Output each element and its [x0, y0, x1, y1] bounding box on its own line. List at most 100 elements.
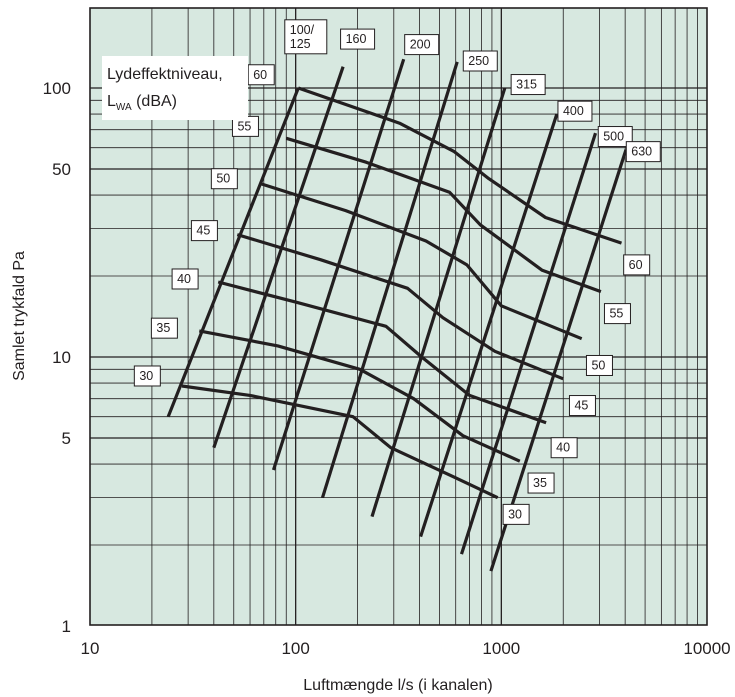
duct-label-200-box — [404, 34, 440, 56]
sound-lines — [181, 86, 623, 500]
sound-line-40 — [217, 280, 547, 425]
legend-sub: WA — [116, 102, 132, 113]
y-tick-label: 1 — [62, 617, 71, 636]
sound-label-left-45: 45 — [190, 220, 218, 242]
duct-line-250 — [320, 61, 459, 499]
duct-line-500 — [459, 132, 598, 555]
y-tick-label: 50 — [52, 160, 71, 179]
sound-label-right-35-box — [527, 472, 555, 494]
duct-label-400-box — [557, 100, 593, 122]
duct-label-100125: 100/125 — [284, 19, 328, 55]
legend-line1: Lydeffektniveau, — [107, 66, 223, 83]
y-tick-label: 100 — [43, 79, 71, 98]
sound-label-left-50-text: 50 — [216, 172, 230, 186]
sound-label-right-40-box — [550, 437, 578, 459]
sound-line-60 — [297, 86, 623, 245]
sound-label-right-45-box — [568, 395, 596, 417]
duct-label-250: 250 — [462, 50, 498, 72]
sound-label-right-30: 30 — [502, 503, 530, 525]
legend-l: L — [107, 93, 116, 110]
duct-line-315 — [370, 87, 507, 518]
sound-label-right-30-text: 30 — [508, 507, 522, 521]
sound-label-right-45: 45 — [568, 395, 596, 417]
duct-label-200: 200 — [404, 34, 440, 56]
sound-label-right-50: 50 — [585, 354, 613, 376]
legend: Lydeffektniveau, LWA (dBA) — [102, 56, 248, 120]
legend-box — [102, 56, 248, 120]
sound-label-left-30-box — [133, 365, 161, 387]
sound-line-45 — [236, 233, 564, 381]
duct-label-630: 630 — [625, 141, 661, 163]
sound-line-50 — [260, 182, 583, 341]
duct-label-315: 315 — [510, 74, 546, 96]
sound-label-right-40-text: 40 — [556, 441, 570, 455]
legend-line2: LWA (dBA) — [107, 93, 177, 113]
sound-label-right-50-text: 50 — [591, 358, 605, 372]
duct-label-160-box — [340, 28, 376, 50]
duct-label-630-text: 630 — [631, 145, 652, 159]
sound-label-left-40: 40 — [171, 268, 199, 290]
duct-line-100125 — [166, 87, 300, 418]
line-labels: 100/125 160 200 250 315 400 500 630 60 55 50 45 40 35… — [133, 19, 661, 525]
duct-line-160 — [212, 66, 345, 449]
duct-label-630-box — [625, 141, 661, 163]
sound-label-left-60: 60 — [247, 64, 275, 86]
sound-label-right-60-text: 60 — [629, 258, 643, 272]
sound-label-right-35-text: 35 — [533, 476, 547, 490]
x-tick-label: 100 — [281, 639, 309, 658]
sound-label-left-60-box — [247, 64, 275, 86]
sound-line-35 — [199, 329, 521, 463]
sound-line-55 — [285, 136, 602, 294]
ticks: 10 100 1000 10000 1 5 10 50 100 — [43, 79, 731, 658]
duct-label-400-text: 400 — [563, 104, 584, 118]
sound-label-left-60-text: 60 — [253, 68, 267, 82]
sound-label-right-55-text: 55 — [609, 307, 623, 321]
sound-label-right-30-box — [502, 503, 530, 525]
sound-label-left-40-box — [171, 268, 199, 290]
duct-label-100125-box — [284, 19, 328, 55]
sound-label-left-30: 30 — [133, 365, 161, 387]
duct-label-200-text: 200 — [410, 38, 431, 52]
duct-label-160: 160 — [340, 28, 376, 50]
x-tick-label: 1000 — [482, 639, 520, 658]
duct-label-400: 400 — [557, 100, 593, 122]
sound-label-left-50-box — [210, 168, 238, 190]
sound-label-left-45-text: 45 — [196, 224, 210, 238]
sound-label-right-60: 60 — [623, 254, 651, 276]
sound-label-left-40-text: 40 — [177, 272, 191, 286]
sound-label-left-35: 35 — [150, 317, 178, 339]
y-tick-label: 5 — [62, 429, 71, 448]
duct-label-500-box — [597, 126, 633, 148]
duct-label-500-text: 500 — [603, 130, 624, 144]
y-tick-label: 10 — [52, 348, 71, 367]
sound-label-left-45-box — [190, 220, 218, 242]
sound-line-30 — [181, 384, 499, 500]
sound-label-right-55-box — [603, 303, 631, 325]
x-tick-label: 10000 — [683, 639, 730, 658]
duct-line-400 — [419, 113, 559, 538]
sound-label-left-55-text: 55 — [237, 119, 251, 133]
duct-label-250-text: 250 — [468, 54, 489, 68]
duct-label-160-text: 160 — [346, 32, 367, 46]
legend-rest: (dBA) — [132, 93, 177, 110]
x-axis-title: Luftmængde l/s (i kanalen) — [303, 677, 492, 694]
sound-label-right-50-box — [585, 354, 613, 376]
sound-label-left-50: 50 — [210, 168, 238, 190]
duct-label-315-box — [510, 74, 546, 96]
sound-label-right-40: 40 — [550, 437, 578, 459]
sound-label-left-35-box — [150, 317, 178, 339]
duct-label-250-box — [462, 50, 498, 72]
x-tick-label: 10 — [81, 639, 100, 658]
duct-line-630 — [489, 149, 628, 572]
sound-label-right-55: 55 — [603, 303, 631, 325]
y-axis-title: Samlet trykfald Pa — [11, 251, 28, 381]
sound-label-left-30-text: 30 — [139, 369, 153, 383]
sound-label-left-35-text: 35 — [156, 321, 170, 335]
sound-label-right-45-text: 45 — [574, 399, 588, 413]
sound-label-right-35: 35 — [527, 472, 555, 494]
duct-label-500: 500 — [597, 126, 633, 148]
duct-label-315-text: 315 — [516, 78, 537, 92]
plot-frame — [89, 7, 708, 626]
sound-label-right-60-box — [623, 254, 651, 276]
